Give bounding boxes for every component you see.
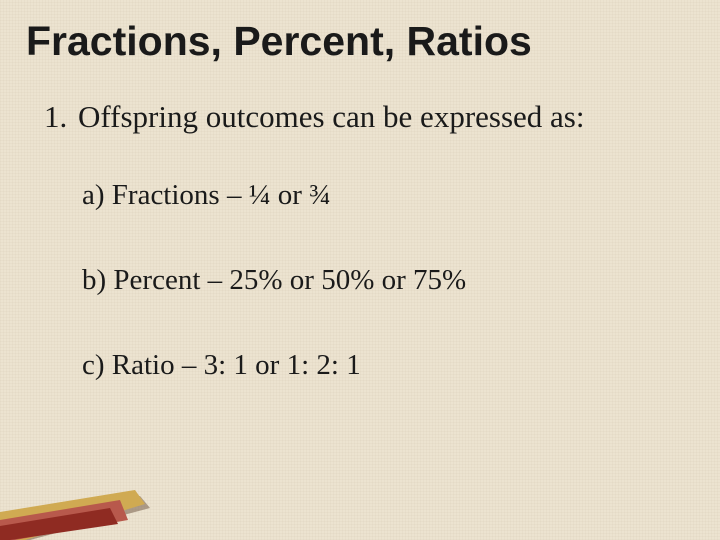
list-number: 1. (44, 99, 78, 135)
corner-accent-icon (0, 490, 160, 540)
item-label: c) (82, 349, 105, 381)
slide-title: Fractions, Percent, Ratios (26, 18, 694, 65)
item-label: a) (82, 179, 105, 211)
numbered-intro: 1.Offspring outcomes can be expressed as… (44, 99, 694, 135)
item-text: Percent – 25% or 50% or 75% (113, 264, 466, 296)
list-item: b) Percent – 25% or 50% or 75% (82, 264, 694, 297)
item-label: b) (82, 264, 106, 296)
item-text: Ratio – 3: 1 or 1: 2: 1 (112, 349, 361, 381)
slide: Fractions, Percent, Ratios 1.Offspring o… (0, 0, 720, 540)
list-item: c) Ratio – 3: 1 or 1: 2: 1 (82, 349, 694, 382)
list-lead: Offspring outcomes can be expressed as: (78, 99, 584, 134)
item-text: Fractions – ¼ or ¾ (112, 179, 331, 211)
list-item: a) Fractions – ¼ or ¾ (82, 179, 694, 212)
